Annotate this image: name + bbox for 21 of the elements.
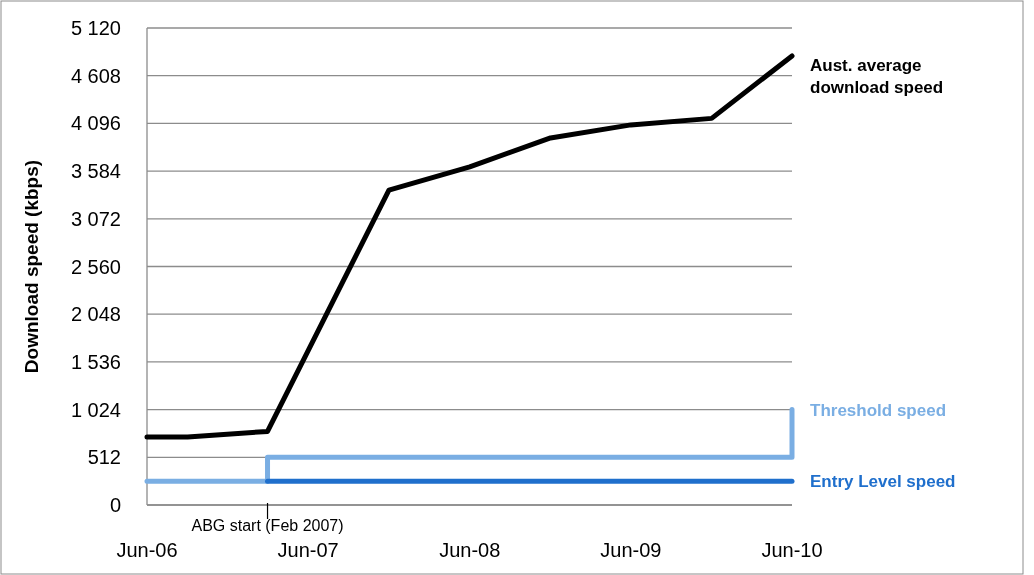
x-tick-label: Jun-07: [277, 539, 339, 561]
series-label: Aust. average download speed: [810, 55, 944, 97]
y-tick-label: 3 072: [70, 207, 121, 230]
y-tick-label: 5 120: [70, 17, 121, 39]
y-axis-title: Download speed (kbps): [21, 159, 42, 374]
y-tick-label: 1 024: [70, 398, 121, 421]
x-tick-label: Jun-06: [116, 539, 178, 561]
y-tick-label: 512: [87, 446, 121, 469]
x-tick-label: Jun-10: [761, 539, 823, 561]
ref-line-label: ABG start (Feb 2007): [191, 517, 344, 534]
x-tick-label: Jun-09: [600, 539, 662, 561]
y-tick-label: 2 048: [70, 303, 121, 326]
y-tick-label: 3 584: [70, 160, 121, 183]
y-tick-label: 4 608: [70, 64, 121, 87]
y-tick-label: 2 560: [70, 255, 121, 278]
y-tick-label: 4 096: [70, 112, 121, 135]
series-label: Entry Level speed: [810, 472, 956, 492]
series-label: Threshold speed: [810, 400, 947, 420]
x-tick-label: Jun-08: [439, 539, 501, 561]
y-tick-label: 1 536: [70, 350, 121, 373]
y-tick-label: 0: [109, 494, 121, 516]
